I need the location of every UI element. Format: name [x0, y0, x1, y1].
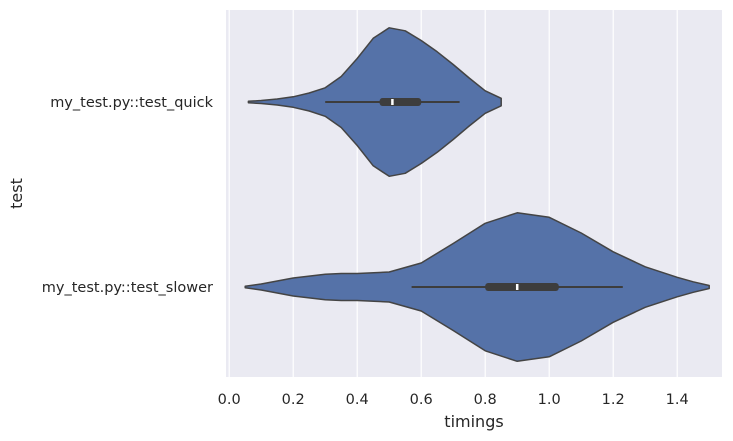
- y-axis-label: test: [7, 178, 26, 209]
- violin-iqr-box: [379, 98, 422, 106]
- x-tick-label: 0.0: [218, 392, 241, 408]
- x-tick-label: 0.8: [474, 392, 497, 408]
- x-tick-label: 1.2: [602, 392, 625, 408]
- y-tick-label: my_test.py::test_slower: [42, 280, 213, 296]
- violins: [244, 27, 710, 363]
- y-tick-label: my_test.py::test_quick: [50, 95, 213, 111]
- x-tick-labels: 0.0 0.2 0.4 0.6 0.8 1.0 1.2 1.4: [218, 392, 689, 408]
- x-axis-label: timings: [444, 412, 503, 431]
- y-tick-labels: my_test.py::test_quickmy_test.py::test_s…: [42, 95, 214, 296]
- x-tick-label: 0.6: [410, 392, 433, 408]
- x-tick-label: 0.4: [346, 392, 369, 408]
- x-tick-label: 0.2: [282, 392, 305, 408]
- violin-median-marker: [391, 99, 394, 105]
- x-tick-label: 1.0: [538, 392, 561, 408]
- violin-median-marker: [515, 284, 519, 290]
- x-tick-label: 1.4: [666, 392, 689, 408]
- violin-iqr-box: [485, 283, 559, 291]
